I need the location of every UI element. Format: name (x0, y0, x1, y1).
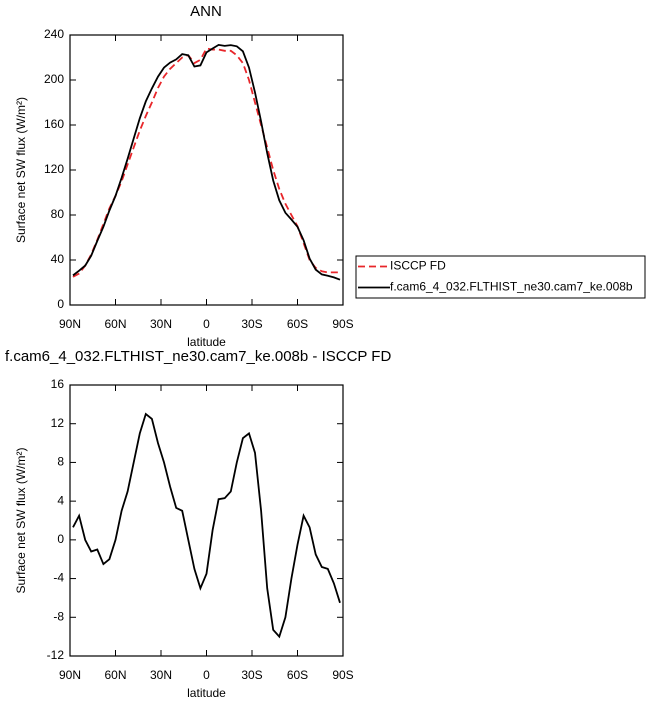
y-tick-label: 0 (57, 297, 64, 311)
x-tick-label: 90S (332, 317, 353, 331)
x-tick-label: 60S (287, 668, 308, 682)
x-tick-label: 30N (150, 317, 172, 331)
y-tick-label: 240 (44, 27, 64, 41)
y-tick-label: 4 (57, 493, 64, 507)
legend-label: ISCCP FD (390, 259, 446, 273)
data-line (72, 43, 341, 281)
data-line (72, 47, 340, 278)
legend-label: f.cam6_4_032.FLTHIST_ne30.cam7_ke.008b (390, 280, 633, 294)
x-tick-label: 30S (241, 668, 262, 682)
x-axis-label: latitude (187, 335, 226, 349)
y-axis-label: Surface net SW flux (W/m²) (14, 97, 28, 243)
y-tick-label: 12 (51, 416, 65, 430)
x-tick-label: 90N (59, 317, 81, 331)
legend-box (355, 255, 646, 299)
y-tick-label: 16 (51, 377, 65, 391)
chart-title: f.cam6_4_032.FLTHIST_ne30.cam7_ke.008b -… (5, 348, 391, 365)
y-tick-label: -8 (53, 609, 64, 623)
x-tick-label: 0 (203, 668, 210, 682)
x-tick-label: 60N (104, 668, 126, 682)
y-tick-label: 8 (57, 455, 64, 469)
x-tick-label: 30N (150, 668, 172, 682)
y-tick-label: 0 (57, 532, 64, 546)
x-tick-label: 90S (332, 668, 353, 682)
x-tick-label: 60N (104, 317, 126, 331)
x-tick-label: 0 (203, 317, 210, 331)
x-tick-label: 60S (287, 317, 308, 331)
y-tick-label: -12 (47, 648, 65, 662)
y-tick-label: 200 (44, 72, 64, 86)
y-axis-label: Surface net SW flux (W/m²) (14, 447, 28, 593)
x-tick-label: 90N (59, 668, 81, 682)
y-tick-label: 40 (51, 252, 65, 266)
x-tick-label: 30S (241, 317, 262, 331)
chart-title: ANN (190, 3, 222, 20)
y-tick-label: 80 (51, 207, 65, 221)
y-tick-label: -4 (53, 571, 64, 585)
y-tick-label: 160 (44, 117, 64, 131)
data-line (72, 412, 341, 639)
plot-frame (69, 34, 344, 306)
y-tick-label: 120 (44, 162, 64, 176)
x-axis-label: latitude (187, 686, 226, 700)
